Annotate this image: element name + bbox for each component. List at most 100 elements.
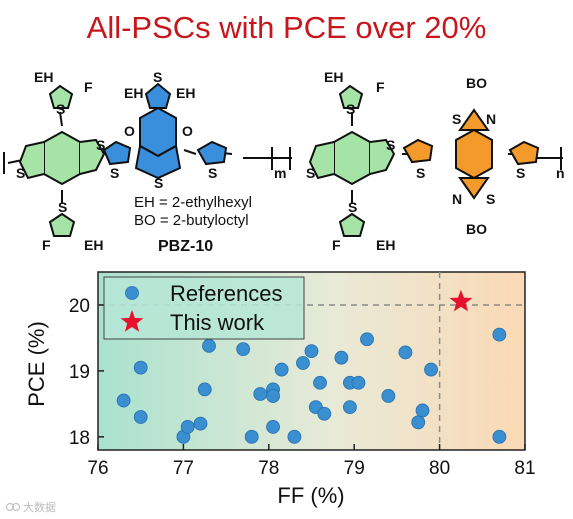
x-tick-label: 77: [173, 458, 194, 479]
reference-point: [317, 406, 332, 421]
bdt-unit-1: [18, 130, 106, 186]
reference-point: [411, 415, 426, 430]
reference-point: [197, 382, 212, 397]
reference-point: [343, 400, 357, 415]
watermark-text: 大数据: [23, 502, 56, 514]
reference-point: [296, 356, 310, 370]
reference-point: [424, 362, 438, 377]
legend-eh: EH = 2-ethylhexyl: [134, 194, 252, 211]
legend-label-this-work: This work: [170, 310, 265, 335]
reference-point: [351, 375, 366, 390]
reference-point: [180, 420, 195, 434]
atom-o-1: O: [124, 123, 135, 139]
thiophene-orange-right: [508, 140, 540, 166]
reference-point: [381, 389, 396, 403]
legend-marker-this-work: [120, 310, 144, 332]
data-points: [116, 289, 507, 444]
x-axis-ticks: 76 77 78 79 80 81: [87, 444, 536, 479]
thiophene-blue-right: [196, 140, 228, 166]
atom-s-4: S: [58, 199, 67, 215]
atom-s-13: S: [416, 165, 425, 181]
atom-s-9: S: [346, 101, 355, 117]
atom-o-2: O: [182, 123, 193, 139]
atom-eh-5: EH: [324, 69, 343, 85]
x-axis-label: FF (%): [277, 483, 344, 508]
reference-point: [334, 350, 349, 365]
bdt-side-thiophene-bottom-2: [338, 212, 366, 237]
watermark-logo-icon: [6, 502, 20, 512]
legend-label-references: References: [170, 281, 283, 306]
reference-point: [253, 387, 268, 401]
atom-s-11: S: [386, 137, 395, 153]
atom-n-1: N: [486, 111, 496, 127]
reference-point: [398, 345, 413, 360]
y-tick-label: 19: [69, 362, 90, 383]
atom-bo-2: BO: [466, 221, 487, 237]
reference-point: [266, 420, 280, 434]
atom-eh-3: EH: [124, 85, 143, 101]
page-title: All-PSCs with PCE over 20%: [86, 10, 487, 45]
atom-bo-1: BO: [466, 75, 487, 91]
molecule-structure: EH F S S S S F EH S EH S EH O O S S m EH…: [3, 69, 565, 255]
atom-s-16: S: [516, 165, 525, 181]
atom-eh-4: EH: [176, 85, 195, 101]
legend-marker-references: [125, 286, 139, 300]
atom-s-2: S: [16, 165, 25, 181]
reference-point: [360, 332, 374, 347]
atom-s-1: S: [56, 101, 65, 117]
y-axis-ticks: 18 19 20: [69, 296, 104, 449]
bdt-side-thiophene-top-1: [48, 84, 74, 109]
btz-core: [455, 108, 493, 200]
reference-point: [193, 416, 208, 431]
x-tick-label: 79: [344, 458, 365, 479]
legend-bo: BO = 2-butyloctyl: [134, 212, 249, 229]
atom-f-3: F: [376, 79, 385, 95]
polymer-name: PBZ-10: [158, 238, 213, 255]
reference-point: [492, 327, 507, 342]
subscript-n: n: [556, 165, 565, 181]
atom-f-4: F: [332, 237, 341, 253]
reference-point: [415, 403, 430, 418]
reference-point: [236, 342, 251, 357]
y-tick-label: 20: [69, 296, 90, 317]
reference-point: [287, 429, 302, 444]
thiophene-blue-left: [102, 140, 132, 166]
bdd-core: [134, 82, 182, 180]
pce-ff-scatter-chart: 76 77 78 79 80 81 18 19 20 References This work…: [24, 271, 536, 508]
atom-s-6: S: [153, 69, 162, 85]
atom-s-14: S: [452, 111, 461, 127]
reference-point: [116, 393, 131, 408]
atom-n-2: N: [452, 191, 462, 207]
atom-s-15: S: [486, 191, 495, 207]
atom-f-1: F: [84, 79, 93, 95]
reference-point: [304, 344, 319, 359]
x-tick-label: 80: [429, 458, 450, 479]
atom-eh-1: EH: [34, 69, 53, 85]
bdt-side-thiophene-bottom-1: [48, 212, 76, 237]
bdt-side-thiophene-top-2: [338, 84, 364, 109]
watermark: 大数据: [6, 499, 56, 515]
x-tick-label: 76: [87, 458, 108, 479]
reference-point: [266, 389, 280, 403]
y-tick-label: 18: [69, 428, 90, 449]
atom-s-3: S: [96, 137, 105, 153]
atom-s-12: S: [348, 199, 357, 215]
y-axis-label: PCE (%): [24, 321, 49, 407]
reference-point: [492, 429, 507, 444]
reference-point: [133, 360, 148, 375]
x-tick-label: 81: [514, 458, 535, 479]
atom-s-5: S: [110, 165, 119, 181]
x-tick-label: 78: [258, 458, 279, 479]
this-work-point: [449, 289, 473, 312]
subscript-m: m: [274, 165, 286, 181]
bdt-unit-2: [308, 130, 396, 186]
atom-eh-6: EH: [376, 237, 395, 253]
atom-s-7: S: [154, 175, 163, 191]
atom-s-8: S: [208, 165, 217, 181]
thiophene-orange-left: [402, 138, 434, 164]
reference-point: [244, 429, 259, 444]
reference-point: [202, 338, 216, 353]
reference-point: [313, 375, 327, 390]
legend: References This work: [103, 276, 305, 340]
reference-point: [274, 362, 289, 377]
